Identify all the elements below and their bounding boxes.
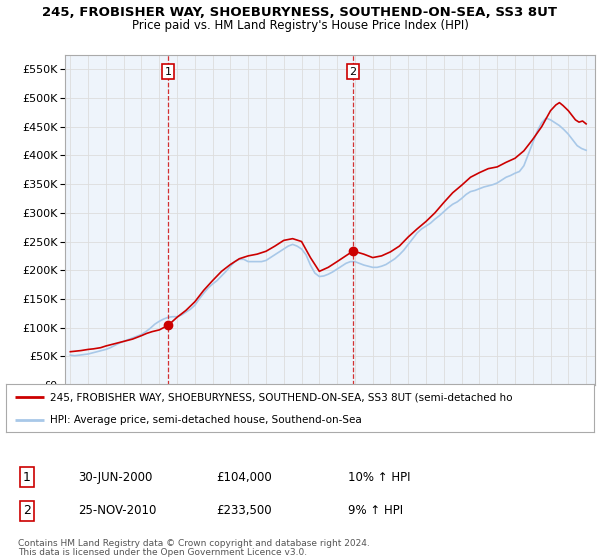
Text: £104,000: £104,000 [216, 470, 272, 484]
Text: 2: 2 [23, 504, 31, 517]
Text: Contains HM Land Registry data © Crown copyright and database right 2024.: Contains HM Land Registry data © Crown c… [18, 539, 370, 548]
Text: 9% ↑ HPI: 9% ↑ HPI [348, 504, 403, 517]
Text: 2: 2 [350, 67, 356, 77]
Text: 25-NOV-2010: 25-NOV-2010 [78, 504, 157, 517]
Text: 1: 1 [164, 67, 172, 77]
Text: £233,500: £233,500 [216, 504, 272, 517]
Text: Price paid vs. HM Land Registry's House Price Index (HPI): Price paid vs. HM Land Registry's House … [131, 19, 469, 32]
Text: This data is licensed under the Open Government Licence v3.0.: This data is licensed under the Open Gov… [18, 548, 307, 557]
Text: 30-JUN-2000: 30-JUN-2000 [78, 470, 152, 484]
Text: 245, FROBISHER WAY, SHOEBURYNESS, SOUTHEND-ON-SEA, SS3 8UT (semi-detached ho: 245, FROBISHER WAY, SHOEBURYNESS, SOUTHE… [50, 393, 512, 403]
Text: 245, FROBISHER WAY, SHOEBURYNESS, SOUTHEND-ON-SEA, SS3 8UT: 245, FROBISHER WAY, SHOEBURYNESS, SOUTHE… [43, 6, 557, 18]
Text: 1: 1 [23, 470, 31, 484]
Text: 10% ↑ HPI: 10% ↑ HPI [348, 470, 410, 484]
Text: HPI: Average price, semi-detached house, Southend-on-Sea: HPI: Average price, semi-detached house,… [50, 415, 362, 425]
